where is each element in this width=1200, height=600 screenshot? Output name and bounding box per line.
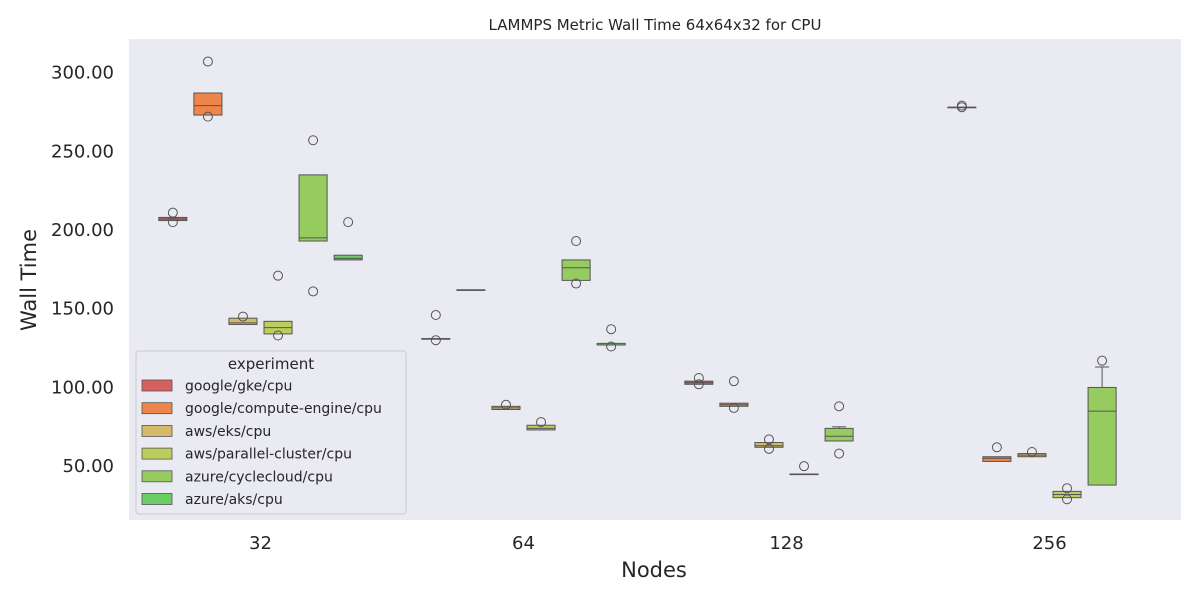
outlier-point xyxy=(956,102,967,113)
box-google-compute-engine-cpu-64 xyxy=(456,289,486,291)
legend-swatch xyxy=(141,447,173,460)
outlier-point xyxy=(536,417,547,428)
y-tick-label: 50.00 xyxy=(62,456,114,477)
x-tick-label: 64 xyxy=(512,533,535,554)
box-google-compute-engine-cpu-32 xyxy=(193,56,223,122)
outlier-point xyxy=(693,373,704,384)
legend-swatch xyxy=(141,402,173,415)
outlier-point xyxy=(834,448,845,459)
box-google-gke-cpu-256 xyxy=(947,100,977,113)
y-tick-labels: 50.00 100.00 150.00 200.00 250.00 300.00 xyxy=(51,63,114,478)
box-body xyxy=(193,92,223,116)
y-tick-label: 100.00 xyxy=(51,377,114,398)
box-body xyxy=(526,424,556,431)
box-azure-cyclecloud-cpu-256 xyxy=(1087,355,1117,486)
outlier-point xyxy=(1062,483,1073,494)
legend-label: aws/parallel-cluster/cpu xyxy=(185,447,352,463)
outlier-point xyxy=(606,324,617,335)
legend-label: google/gke/cpu xyxy=(185,379,292,395)
legend-label: azure/cyclecloud/cpu xyxy=(185,469,333,485)
outlier-point xyxy=(571,236,582,247)
outlier-point xyxy=(202,56,213,67)
box-google-gke-cpu-128 xyxy=(684,373,714,390)
box-aws-parallel-cluster-cpu-32 xyxy=(263,270,293,341)
x-tick-label: 32 xyxy=(249,533,272,554)
outlier-point xyxy=(1097,355,1108,366)
legend-label: azure/aks/cpu xyxy=(185,492,283,508)
y-tick-label: 300.00 xyxy=(51,63,114,84)
outlier-point xyxy=(500,399,511,410)
box-body xyxy=(298,174,328,242)
outlier-point xyxy=(430,310,441,321)
x-tick-label: 128 xyxy=(769,533,803,554)
box-aws-parallel-cluster-cpu-256 xyxy=(1052,483,1082,505)
box-aws-eks-cpu-128 xyxy=(754,434,784,454)
outlier-point xyxy=(728,402,739,413)
box-body xyxy=(1087,386,1117,486)
box-aws-eks-cpu-32 xyxy=(228,311,258,325)
outlier-point xyxy=(308,286,319,297)
outlier-point xyxy=(571,278,582,289)
box-aws-parallel-cluster-cpu-64 xyxy=(526,417,556,431)
legend-frame xyxy=(135,350,407,515)
x-axis-label: Nodes xyxy=(621,558,687,582)
box-aws-eks-cpu-256 xyxy=(1017,447,1047,458)
outlier-point xyxy=(606,341,617,352)
box-google-gke-cpu-64 xyxy=(421,310,451,346)
box-google-gke-cpu-32 xyxy=(158,207,188,228)
legend: experiment google/gke/cpu google/compute-… xyxy=(135,350,407,515)
outlier-point xyxy=(430,335,441,346)
outlier-point xyxy=(273,330,284,341)
outlier-point xyxy=(728,376,739,387)
outlier-point xyxy=(1062,494,1073,505)
chart-title: LAMMPS Metric Wall Time 64x64x32 for CPU xyxy=(489,16,822,34)
box-azure-aks-cpu-32 xyxy=(333,217,363,261)
legend-swatch xyxy=(141,424,173,437)
box-body xyxy=(333,254,363,261)
box-aws-parallel-cluster-cpu-128 xyxy=(789,461,819,476)
box-google-compute-engine-cpu-128 xyxy=(719,376,749,413)
box-aws-eks-cpu-64 xyxy=(491,399,521,410)
legend-swatch xyxy=(141,379,173,392)
outlier-point xyxy=(799,461,810,472)
outlier-point xyxy=(1026,447,1037,458)
box-azure-cyclecloud-cpu-32 xyxy=(298,135,328,297)
box-azure-cyclecloud-cpu-64 xyxy=(561,236,591,289)
outlier-point xyxy=(991,442,1002,453)
outlier-point xyxy=(202,111,213,122)
legend-label: aws/eks/cpu xyxy=(185,424,271,440)
legend-title: experiment xyxy=(228,355,314,373)
y-tick-label: 150.00 xyxy=(51,299,114,320)
box-body xyxy=(982,456,1012,462)
y-tick-label: 250.00 xyxy=(51,141,114,162)
legend-swatch xyxy=(141,470,173,483)
outlier-point xyxy=(237,311,248,322)
x-tick-labels: 32 64 128 256 xyxy=(249,533,1067,554)
outlier-point xyxy=(308,135,319,146)
box-google-compute-engine-cpu-256 xyxy=(982,442,1012,462)
x-tick-label: 256 xyxy=(1032,533,1066,554)
boxes xyxy=(158,56,1117,505)
box-body xyxy=(754,442,784,448)
outlier-point xyxy=(167,217,178,228)
box-azure-aks-cpu-64 xyxy=(596,324,626,352)
box-body xyxy=(561,259,591,281)
outlier-point xyxy=(273,270,284,281)
outlier-point xyxy=(693,379,704,390)
y-axis-label: Wall Time xyxy=(17,229,41,331)
box-azure-cyclecloud-cpu-128 xyxy=(824,401,854,459)
outlier-point xyxy=(343,217,354,228)
outlier-point xyxy=(763,443,774,454)
outlier-point xyxy=(834,401,845,412)
box-body xyxy=(824,427,854,442)
y-tick-label: 200.00 xyxy=(51,220,114,241)
legend-swatch xyxy=(141,493,173,505)
legend-label: google/compute-engine/cpu xyxy=(185,401,382,417)
